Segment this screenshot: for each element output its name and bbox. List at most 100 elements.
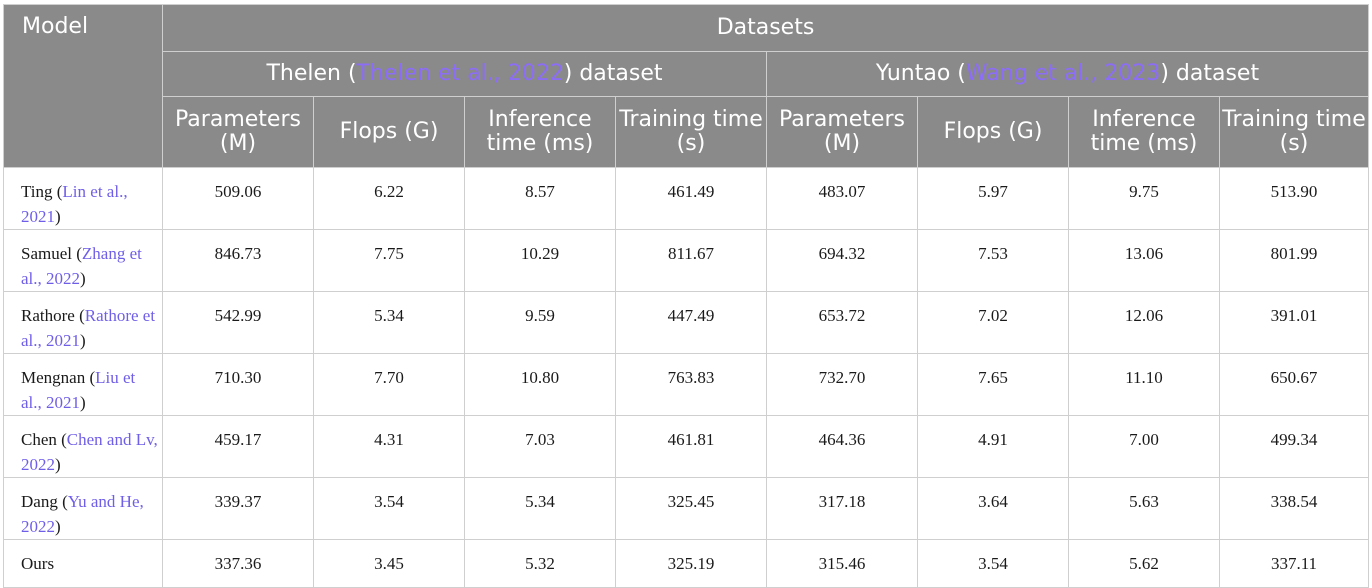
value-cell: 5.32 [464, 539, 616, 588]
citation-link[interactable]: Yu and He, 2022 [21, 492, 144, 536]
value-cell: 509.06 [162, 167, 314, 230]
citation-link[interactable]: Wang et al., 2023 [965, 61, 1161, 86]
value-cell: 6.22 [313, 167, 465, 230]
value-cell: 542.99 [162, 291, 314, 354]
value-cell: 10.80 [464, 353, 616, 416]
column-header: Flops (G) [313, 96, 465, 168]
yuntao-dataset-header: Yuntao (Wang et al., 2023) dataset [766, 51, 1369, 97]
model-name: Ours [21, 554, 55, 573]
value-cell: 9.75 [1068, 167, 1220, 230]
table-row: Rathore (Rathore et al., 2021) 542.99 5.34… [3, 291, 1369, 354]
model-name: Samuel ( [21, 244, 82, 263]
value-cell: 7.53 [917, 229, 1069, 292]
value-cell: 811.67 [615, 229, 767, 292]
model-column-header: Model [3, 4, 163, 168]
value-cell: 325.19 [615, 539, 767, 588]
table-row: Chen (Chen and Lv, 2022) 459.17 4.31 7.03 46… [3, 415, 1369, 478]
value-cell: 4.31 [313, 415, 465, 478]
value-cell: 694.32 [766, 229, 918, 292]
value-cell: 8.57 [464, 167, 616, 230]
value-cell: 7.70 [313, 353, 465, 416]
value-cell: 5.34 [464, 477, 616, 540]
value-cell: 11.10 [1068, 353, 1220, 416]
column-header: Parameters (M) [162, 96, 314, 168]
value-cell: 513.90 [1219, 167, 1369, 230]
model-name-cell: Mengnan (Liu et al., 2021) [3, 353, 163, 416]
value-cell: 3.54 [313, 477, 465, 540]
value-cell: 710.30 [162, 353, 314, 416]
value-cell: 5.62 [1068, 539, 1220, 588]
value-cell: 483.07 [766, 167, 918, 230]
value-cell: 461.81 [615, 415, 767, 478]
column-header: Flops (G) [917, 96, 1069, 168]
value-cell: 12.06 [1068, 291, 1220, 354]
value-cell: 3.54 [917, 539, 1069, 588]
value-cell: 7.65 [917, 353, 1069, 416]
value-cell: 650.67 [1219, 353, 1369, 416]
closing-paren: ) [55, 517, 61, 536]
value-cell: 5.97 [917, 167, 1069, 230]
value-cell: 846.73 [162, 229, 314, 292]
closing-paren: ) [55, 207, 61, 226]
value-cell: 7.03 [464, 415, 616, 478]
model-name: Dang ( [21, 492, 68, 511]
value-cell: 7.02 [917, 291, 1069, 354]
value-cell: 499.34 [1219, 415, 1369, 478]
value-cell: 338.54 [1219, 477, 1369, 540]
table-row: Ours 337.36 3.45 5.32 325.19 315.46 3.54 5.62 33… [3, 539, 1369, 588]
value-cell: 3.64 [917, 477, 1069, 540]
value-cell: 317.18 [766, 477, 918, 540]
value-cell: 447.49 [615, 291, 767, 354]
value-cell: 653.72 [766, 291, 918, 354]
value-cell: 461.49 [615, 167, 767, 230]
model-name-cell: Samuel (Zhang et al., 2022) [3, 229, 163, 292]
value-cell: 732.70 [766, 353, 918, 416]
citation-link[interactable]: Lin et al., 2021 [21, 182, 128, 226]
value-cell: 7.75 [313, 229, 465, 292]
value-cell: 3.45 [313, 539, 465, 588]
citation-link[interactable]: Liu et al., 2021 [21, 368, 136, 412]
table-row: Samuel (Zhang et al., 2022) 846.73 7.75 10.… [3, 229, 1369, 292]
value-cell: 5.34 [313, 291, 465, 354]
value-cell: 315.46 [766, 539, 918, 588]
value-cell: 13.06 [1068, 229, 1220, 292]
comparison-table: Model Datasets Thelen (Thelen et al., 20… [3, 4, 1369, 588]
value-cell: 801.99 [1219, 229, 1369, 292]
dataset-name: Yuntao ( [875, 61, 966, 86]
value-cell: 4.91 [917, 415, 1069, 478]
value-cell: 7.00 [1068, 415, 1220, 478]
model-name: Mengnan ( [21, 368, 96, 387]
table-header: Model Datasets Thelen (Thelen et al., 20… [3, 4, 1369, 168]
dataset-name: Thelen ( [266, 61, 357, 86]
closing-paren: ) [55, 455, 61, 474]
datasets-header: Datasets [162, 4, 1369, 52]
model-name-cell: Ting (Lin et al., 2021) [3, 167, 163, 230]
model-name-cell: Chen (Chen and Lv, 2022) [3, 415, 163, 478]
column-header: Parameters (M) [766, 96, 918, 168]
model-name: Ting ( [21, 182, 63, 201]
model-name-cell: Dang (Yu and He, 2022) [3, 477, 163, 540]
citation-link[interactable]: Zhang et al., 2022 [21, 244, 142, 288]
citation-link[interactable]: Chen and Lv, 2022 [21, 430, 158, 474]
model-name-cell: Rathore (Rathore et al., 2021) [3, 291, 163, 354]
citation-link[interactable]: Rathore et al., 2021 [21, 306, 156, 350]
value-cell: 5.63 [1068, 477, 1220, 540]
value-cell: 10.29 [464, 229, 616, 292]
value-cell: 391.01 [1219, 291, 1369, 354]
value-cell: 459.17 [162, 415, 314, 478]
thelen-dataset-header: Thelen (Thelen et al., 2022) dataset [162, 51, 767, 97]
citation-link[interactable]: Thelen et al., 2022 [356, 61, 564, 86]
closing-paren: ) [80, 331, 86, 350]
column-header: Training time (s) [615, 96, 767, 168]
column-header: Training time (s) [1219, 96, 1369, 168]
value-cell: 464.36 [766, 415, 918, 478]
value-cell: 9.59 [464, 291, 616, 354]
model-name: Rathore ( [21, 306, 85, 325]
model-name-cell: Ours [3, 539, 163, 588]
value-cell: 337.11 [1219, 539, 1369, 588]
table-row: Ting (Lin et al., 2021) 509.06 6.22 8.57 461… [3, 167, 1369, 230]
table-row: Dang (Yu and He, 2022) 339.37 3.54 5.34 325.… [3, 477, 1369, 540]
column-header: Inference time (ms) [464, 96, 616, 168]
column-header: Inference time (ms) [1068, 96, 1220, 168]
model-name: Chen ( [21, 430, 67, 449]
